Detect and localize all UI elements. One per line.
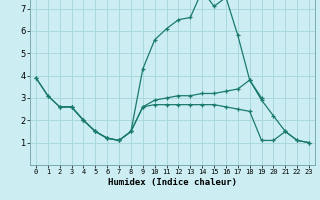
X-axis label: Humidex (Indice chaleur): Humidex (Indice chaleur)	[108, 178, 237, 187]
